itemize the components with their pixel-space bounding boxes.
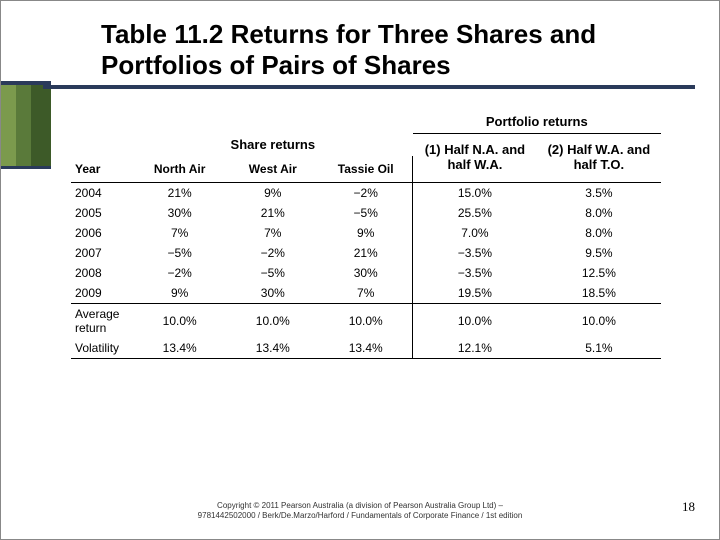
- table-row: 2007 −5% −2% 21% −3.5% 9.5%: [71, 243, 661, 263]
- table-row: 2004 21% 9% −2% 15.0% 3.5%: [71, 182, 661, 203]
- footer-line2: 9781442502000 / Berk/De.Marzo/Harford / …: [198, 511, 523, 520]
- cell-wa: −2%: [226, 243, 319, 263]
- cell-p1: 12.1%: [413, 338, 537, 359]
- cell-p2: 8.0%: [537, 203, 661, 223]
- cell-wa: 30%: [226, 283, 319, 304]
- cell-na: 21%: [133, 182, 226, 203]
- cell-na: −2%: [133, 263, 226, 283]
- summary-row-avg: Average return 10.0% 10.0% 10.0% 10.0% 1…: [71, 303, 661, 338]
- accent-bar: [1, 81, 51, 169]
- cell-to: −2%: [319, 182, 412, 203]
- cell-na: 10.0%: [133, 303, 226, 338]
- cell-p1: 10.0%: [413, 303, 537, 338]
- cell-year: 2005: [71, 203, 133, 223]
- cell-wa: −5%: [226, 263, 319, 283]
- cell-wa: 10.0%: [226, 303, 319, 338]
- copyright-footer: Copyright © 2011 Pearson Australia (a di…: [1, 501, 719, 521]
- title-underline: [43, 85, 695, 89]
- portfolio-returns-header: Portfolio returns: [413, 111, 661, 134]
- table-row: 2009 9% 30% 7% 19.5% 18.5%: [71, 283, 661, 304]
- cell-to: 7%: [319, 283, 412, 304]
- slide-title: Table 11.2 Returns for Three Shares and …: [101, 19, 679, 81]
- cell-p2: 5.1%: [537, 338, 661, 359]
- cell-label: Volatility: [71, 338, 133, 359]
- cell-p1: 15.0%: [413, 182, 537, 203]
- cell-p2: 9.5%: [537, 243, 661, 263]
- cell-wa: 13.4%: [226, 338, 319, 359]
- table-row: 2005 30% 21% −5% 25.5% 8.0%: [71, 203, 661, 223]
- cell-p1: 7.0%: [413, 223, 537, 243]
- cell-wa: 21%: [226, 203, 319, 223]
- col-p1: (1) Half N.A. and half W.A.: [413, 134, 537, 183]
- cell-p1: −3.5%: [413, 243, 537, 263]
- col-north-air: North Air: [133, 156, 226, 183]
- col-west-air: West Air: [226, 156, 319, 183]
- table: Portfolio returns Share returns (1) Half…: [71, 111, 661, 359]
- cell-na: 13.4%: [133, 338, 226, 359]
- col-year: Year: [71, 156, 133, 183]
- cell-year: 2008: [71, 263, 133, 283]
- cell-na: −5%: [133, 243, 226, 263]
- cell-na: 7%: [133, 223, 226, 243]
- cell-p2: 3.5%: [537, 182, 661, 203]
- col-p2: (2) Half W.A. and half T.O.: [537, 134, 661, 183]
- cell-to: 30%: [319, 263, 412, 283]
- cell-na: 9%: [133, 283, 226, 304]
- cell-wa: 7%: [226, 223, 319, 243]
- cell-p2: 8.0%: [537, 223, 661, 243]
- summary-row-vol: Volatility 13.4% 13.4% 13.4% 12.1% 5.1%: [71, 338, 661, 359]
- cell-p2: 18.5%: [537, 283, 661, 304]
- cell-na: 30%: [133, 203, 226, 223]
- share-header-row: Share returns (1) Half N.A. and half W.A…: [71, 134, 661, 156]
- cell-wa: 9%: [226, 182, 319, 203]
- slide: Table 11.2 Returns for Three Shares and …: [0, 0, 720, 540]
- cell-p1: 25.5%: [413, 203, 537, 223]
- page-number: 18: [682, 499, 695, 515]
- cell-p2: 10.0%: [537, 303, 661, 338]
- cell-to: 10.0%: [319, 303, 412, 338]
- cell-to: 9%: [319, 223, 412, 243]
- cell-year: 2007: [71, 243, 133, 263]
- cell-to: −5%: [319, 203, 412, 223]
- footer-line1: Copyright © 2011 Pearson Australia (a di…: [217, 501, 503, 510]
- cell-to: 13.4%: [319, 338, 412, 359]
- share-returns-header: Share returns: [133, 134, 412, 156]
- cell-p1: −3.5%: [413, 263, 537, 283]
- returns-table: Portfolio returns Share returns (1) Half…: [71, 111, 661, 359]
- table-row: 2006 7% 7% 9% 7.0% 8.0%: [71, 223, 661, 243]
- col-tassie-oil: Tassie Oil: [319, 156, 412, 183]
- cell-year: 2004: [71, 182, 133, 203]
- cell-p1: 19.5%: [413, 283, 537, 304]
- cell-year: 2006: [71, 223, 133, 243]
- cell-to: 21%: [319, 243, 412, 263]
- table-row: 2008 −2% −5% 30% −3.5% 12.5%: [71, 263, 661, 283]
- cell-label: Average return: [71, 303, 133, 338]
- cell-p2: 12.5%: [537, 263, 661, 283]
- cell-year: 2009: [71, 283, 133, 304]
- super-header-row: Portfolio returns: [71, 111, 661, 134]
